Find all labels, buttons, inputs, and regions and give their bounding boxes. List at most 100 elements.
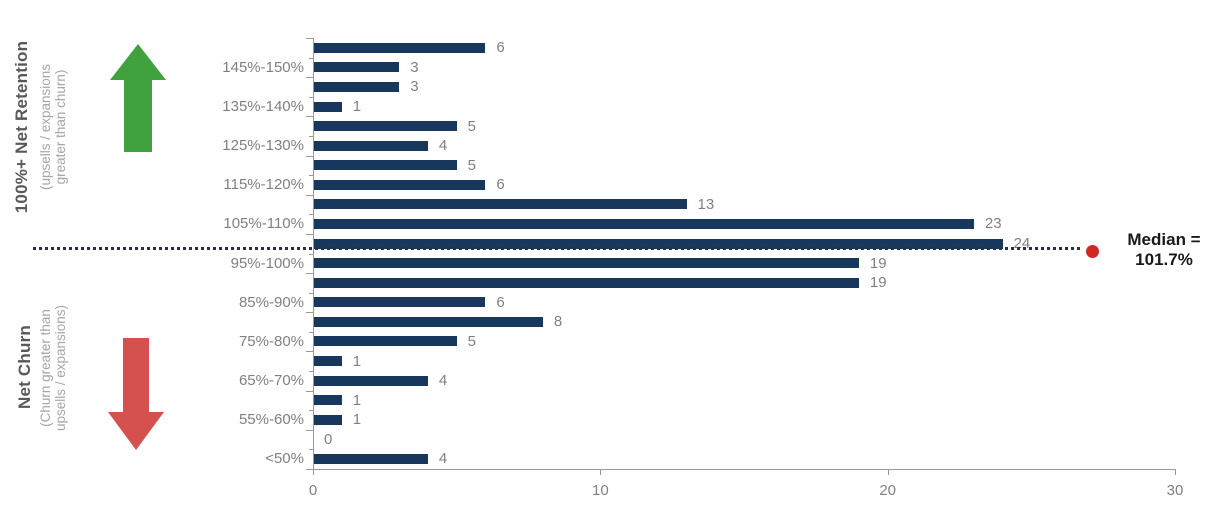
bar-row: 8 bbox=[0, 312, 1175, 332]
y-tick bbox=[306, 77, 313, 79]
bar-track: 5 bbox=[313, 116, 1175, 136]
bar-row: <50% 4 bbox=[0, 449, 1175, 469]
category-label: 75%-80% bbox=[238, 332, 304, 350]
y-tick bbox=[309, 449, 313, 451]
value-label: 6 bbox=[496, 39, 505, 57]
bar-row: 1 bbox=[0, 351, 1175, 371]
category-label: 85%-90% bbox=[238, 293, 304, 311]
bar-track: 4 bbox=[313, 371, 1175, 391]
median-label-line2: 101.7% bbox=[1135, 250, 1193, 269]
y-tick bbox=[306, 116, 313, 118]
value-label: 1 bbox=[352, 391, 362, 409]
y-tick bbox=[306, 312, 313, 314]
value-label: 5 bbox=[467, 117, 476, 135]
bar bbox=[313, 356, 342, 367]
x-tick bbox=[887, 469, 889, 475]
value-label: 1 bbox=[352, 98, 362, 116]
bar-row: 125%-130% 4 bbox=[0, 136, 1175, 156]
bar-row: 65%-70% 4 bbox=[0, 371, 1175, 391]
bar-row: 19 bbox=[0, 273, 1175, 293]
y-tick bbox=[309, 292, 313, 294]
value-label: 19 bbox=[869, 254, 887, 272]
bar-track: 5 bbox=[313, 332, 1175, 352]
bar bbox=[313, 336, 457, 347]
value-label: 6 bbox=[496, 176, 505, 194]
bar-track: 8 bbox=[313, 312, 1175, 332]
y-axis-line bbox=[313, 38, 314, 469]
bar-row: 115%-120% 6 bbox=[0, 175, 1175, 195]
bar bbox=[313, 414, 342, 425]
bar bbox=[313, 179, 486, 190]
bar-row: 95%-100% 19 bbox=[0, 253, 1175, 273]
bar-row: 6 bbox=[0, 38, 1175, 58]
bar-row: 145%-150% 3 bbox=[0, 58, 1175, 78]
bar-track: 4 bbox=[313, 136, 1175, 156]
value-label: 5 bbox=[467, 332, 476, 350]
y-tick bbox=[309, 175, 313, 177]
bar bbox=[313, 62, 400, 73]
y-tick bbox=[306, 273, 313, 275]
bar-row: 75%-80% 5 bbox=[0, 332, 1175, 352]
bar bbox=[313, 121, 457, 132]
y-tick bbox=[309, 214, 313, 216]
x-tick-label: 30 bbox=[1166, 482, 1184, 499]
bar bbox=[313, 101, 342, 112]
value-label: 1 bbox=[352, 352, 362, 370]
x-tick-label: 0 bbox=[308, 482, 318, 499]
value-label: 19 bbox=[869, 274, 887, 292]
bar bbox=[313, 258, 859, 269]
bar-row: 5 bbox=[0, 116, 1175, 136]
bar-track: 24 bbox=[313, 234, 1175, 254]
bar-row: 85%-90% 6 bbox=[0, 293, 1175, 313]
bar-track: 4 bbox=[313, 449, 1175, 469]
category-label: 65%-70% bbox=[238, 372, 304, 390]
bar bbox=[313, 160, 457, 171]
y-tick bbox=[309, 57, 313, 59]
bar-track: 0 bbox=[313, 430, 1175, 450]
category-label: 135%-140% bbox=[222, 98, 304, 116]
y-tick bbox=[306, 429, 313, 431]
value-label: 4 bbox=[438, 137, 448, 155]
category-label: 55%-60% bbox=[238, 411, 304, 429]
category-label: 105%-110% bbox=[223, 215, 304, 233]
median-line bbox=[33, 247, 1082, 250]
category-label: 95%-100% bbox=[230, 254, 304, 272]
bar-track: 6 bbox=[313, 175, 1175, 195]
bar-rows: 6 145%-150% 3 3 135%-140% 1 5 125%-130% 4 5 115%-1… bbox=[0, 38, 1175, 469]
y-tick bbox=[309, 410, 313, 412]
bar-track: 1 bbox=[313, 351, 1175, 371]
value-label: 4 bbox=[438, 372, 448, 390]
bar-track: 23 bbox=[313, 214, 1175, 234]
x-tick-label: 10 bbox=[591, 482, 609, 499]
bar bbox=[313, 199, 687, 210]
bar bbox=[313, 297, 486, 308]
y-tick bbox=[306, 38, 313, 39]
y-tick bbox=[309, 331, 313, 333]
red-down-arrow bbox=[108, 338, 164, 450]
bar bbox=[313, 316, 543, 327]
bar-track: 1 bbox=[313, 97, 1175, 117]
value-label: 5 bbox=[467, 156, 476, 174]
bar-track: 13 bbox=[313, 195, 1175, 215]
value-label: 4 bbox=[438, 450, 448, 468]
bar bbox=[313, 395, 342, 406]
x-tick bbox=[1175, 469, 1176, 475]
value-label: 13 bbox=[697, 195, 715, 213]
bar-track: 6 bbox=[313, 293, 1175, 313]
bar-track: 19 bbox=[313, 253, 1175, 273]
bar-row: 24 bbox=[0, 234, 1175, 254]
bar bbox=[313, 218, 974, 229]
category-label: 115%-120% bbox=[223, 176, 304, 194]
bar-track: 1 bbox=[313, 410, 1175, 430]
x-axis-line bbox=[313, 469, 1176, 470]
bar bbox=[313, 453, 428, 464]
value-label: 1 bbox=[352, 411, 362, 429]
bar bbox=[313, 81, 400, 92]
median-label-line1: Median = bbox=[1127, 230, 1201, 249]
y-tick bbox=[309, 371, 313, 373]
value-label: 6 bbox=[496, 293, 505, 311]
bar-track: 1 bbox=[313, 390, 1175, 410]
y-tick bbox=[306, 390, 313, 392]
bar bbox=[313, 375, 428, 386]
bar-row: 3 bbox=[0, 77, 1175, 97]
